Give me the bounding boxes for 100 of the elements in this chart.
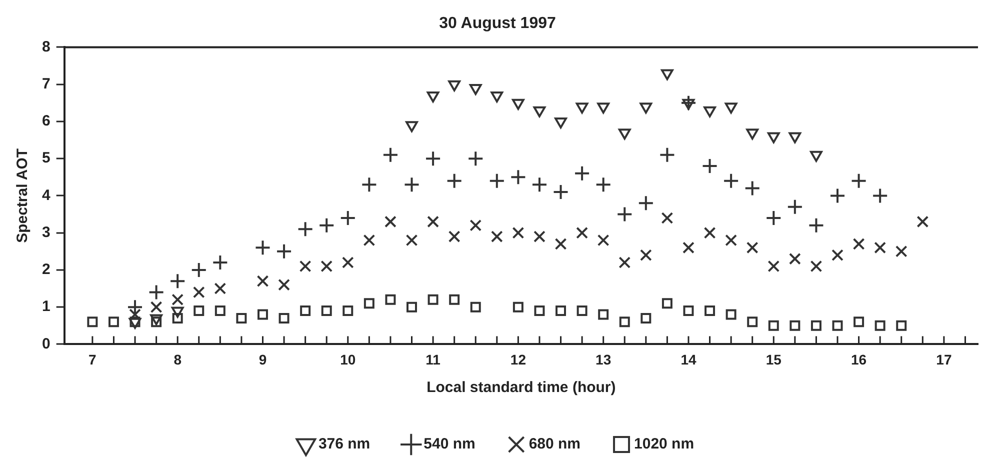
point (554, 117, 567, 128)
point (808, 217, 824, 234)
point (744, 180, 760, 196)
point (576, 102, 588, 114)
x-axis-title: Local standard time (hour) (426, 379, 616, 396)
y-tick-label: 4 (42, 186, 51, 204)
point (254, 240, 271, 256)
point (746, 128, 759, 140)
legend-label: 680 nm (528, 436, 581, 453)
point (426, 91, 440, 102)
point (619, 316, 630, 328)
point (87, 316, 98, 328)
y-tick-label: 5 (42, 150, 50, 167)
point (746, 242, 758, 254)
point (406, 234, 418, 246)
point (726, 309, 736, 320)
point (512, 226, 524, 239)
point (597, 234, 610, 246)
point (385, 294, 396, 305)
point (790, 320, 800, 331)
point (661, 212, 674, 224)
point (618, 256, 631, 268)
x-tick-label: 13 (596, 351, 612, 368)
point (574, 165, 590, 182)
point (318, 217, 335, 234)
point (788, 252, 801, 265)
point (276, 243, 292, 260)
point (552, 184, 569, 200)
point (683, 306, 694, 316)
point (449, 294, 460, 305)
point (363, 234, 376, 246)
point (810, 150, 822, 162)
y-tick-label: 0 (42, 335, 50, 352)
point (554, 238, 567, 250)
point (427, 216, 439, 228)
point (597, 102, 610, 114)
point (428, 294, 438, 305)
point (533, 106, 546, 118)
point (595, 176, 612, 193)
point (576, 306, 588, 316)
x-tick-label: 9 (258, 351, 267, 368)
point (640, 249, 652, 262)
point (747, 316, 758, 328)
legend-label: 540 nm (424, 436, 476, 453)
point (662, 298, 672, 309)
point (212, 254, 228, 271)
point (148, 284, 164, 300)
point (531, 176, 548, 193)
point (470, 219, 482, 232)
x-tick-label: 8 (174, 351, 182, 368)
point (725, 234, 738, 246)
point (659, 146, 676, 163)
point (404, 176, 420, 193)
point (682, 242, 694, 254)
point (342, 256, 354, 268)
point (321, 306, 332, 316)
point (640, 312, 652, 324)
point (916, 216, 929, 228)
point (108, 316, 119, 328)
point (723, 172, 740, 189)
point (194, 306, 204, 316)
y-tick-label: 3 (42, 224, 50, 241)
point (598, 309, 609, 320)
point (618, 128, 631, 140)
y-axis-title: Spectral AOT (14, 148, 32, 243)
point (832, 320, 843, 331)
y-tick-label: 2 (42, 261, 50, 278)
point (258, 309, 268, 320)
point (468, 150, 484, 167)
point (832, 249, 844, 262)
point (810, 320, 822, 331)
point (661, 69, 674, 80)
point (556, 306, 566, 316)
point (320, 260, 333, 272)
point (278, 278, 290, 291)
point (852, 238, 865, 250)
point (300, 306, 311, 316)
point (767, 132, 780, 144)
point (342, 306, 354, 316)
point (406, 121, 418, 132)
point (872, 188, 888, 204)
point (406, 302, 417, 312)
x-tick-label: 7 (88, 351, 97, 368)
point (170, 273, 186, 290)
point (364, 298, 374, 309)
y-tick-label: 1 (42, 298, 50, 316)
point (384, 216, 396, 228)
x-tick-label: 14 (680, 351, 696, 368)
legend-label: 376 nm (318, 436, 370, 453)
point (830, 188, 846, 204)
point (470, 302, 481, 312)
point (510, 169, 526, 186)
point (214, 306, 226, 316)
chart-title: 30 August 1997 (439, 15, 556, 32)
point (490, 230, 503, 242)
point (854, 316, 864, 328)
x-tick-label: 16 (851, 351, 867, 368)
point (256, 275, 269, 288)
point (810, 260, 822, 272)
point (874, 320, 886, 331)
